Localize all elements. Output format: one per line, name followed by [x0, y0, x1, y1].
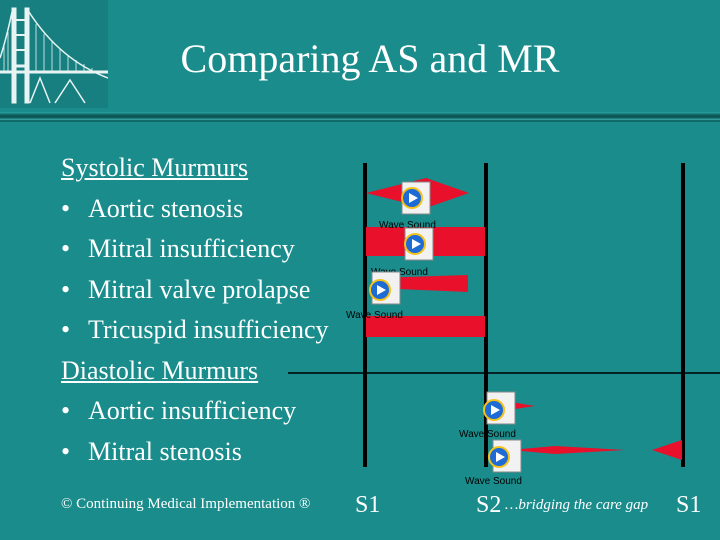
systolic-heading: Systolic Murmurs [61, 153, 249, 182]
list-item-label: Aortic insufficiency [88, 396, 297, 425]
wave-sound-icon-3[interactable]: Wave Sound [346, 271, 403, 321]
bullet: • [61, 274, 71, 304]
tricuspid-insufficiency-murmur-shape [366, 316, 485, 337]
list-item: • Mitral valve prolapse [61, 270, 329, 311]
wave-sound-label: Wave Sound [379, 220, 436, 231]
list-item: • Aortic insufficiency [61, 391, 329, 432]
title-divider [0, 112, 720, 120]
wave-sound-label: Wave Sound [346, 310, 403, 321]
murmur-list: Systolic Murmurs • Aortic stenosis • Mitra… [61, 148, 329, 472]
golden-gate-bridge-logo [0, 0, 109, 108]
mitral-stenosis-murmur-shape [510, 446, 625, 454]
slide-title: Comparing AS and MR [180, 36, 560, 81]
logo [0, 0, 109, 108]
bullet: • [61, 315, 71, 344]
tagline: …bridging the care gap [505, 497, 649, 513]
list-item-label: Tricuspid insufficiency [88, 315, 329, 344]
wave-sound-label: Wave Sound [459, 429, 516, 440]
wave-sound-icon-5[interactable]: Wave Sound [465, 439, 522, 487]
mitral-stenosis-presystolic-shape [652, 440, 682, 460]
bullet: • [61, 234, 71, 263]
wave-sound-icon-1[interactable]: Wave Sound [379, 181, 436, 231]
bullet: • [61, 193, 71, 223]
wave-sound-label: Wave Sound [465, 476, 522, 487]
title-divider-shadow [0, 120, 720, 122]
bullet: • [61, 436, 71, 466]
list-item-label: Mitral insufficiency [88, 234, 295, 263]
list-item-label: Mitral stenosis [88, 436, 242, 466]
list-item-label: Aortic stenosis [88, 193, 244, 223]
diastolic-heading: Diastolic Murmurs [61, 355, 259, 385]
s2-label: S2 [476, 492, 502, 518]
list-item-label: Mitral valve prolapse [88, 274, 311, 304]
list-item: • Tricuspid insufficiency [61, 310, 329, 351]
footer-copyright: © Continuing Medical Implementation ® [61, 496, 311, 512]
list-item: • Mitral insufficiency [61, 229, 329, 270]
bullet: • [61, 396, 71, 425]
s1-left-label: S1 [355, 492, 381, 518]
wave-sound-icon-4[interactable]: Wave Sound [459, 391, 516, 440]
list-item: • Aortic stenosis [61, 189, 329, 230]
s1-right-label: S1 [676, 492, 702, 518]
list-item: • Mitral stenosis [61, 432, 329, 473]
